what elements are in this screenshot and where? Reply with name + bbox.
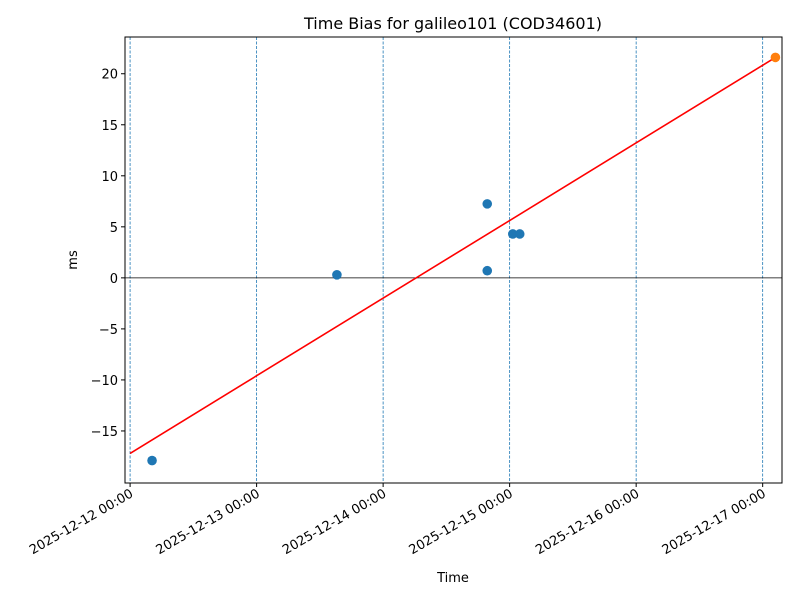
data-point	[482, 199, 493, 209]
x-tick-label: 2025-12-12 00:00	[27, 486, 136, 558]
x-tick-label: 2025-12-15 00:00	[407, 486, 516, 558]
y-tick-label: −5	[99, 323, 118, 338]
axis-ticks: 2025-12-12 00:00 2025-12-13 00:00 2025-12-…	[27, 68, 769, 558]
chart-title: Time Bias for galileo101 (COD34601)	[303, 14, 602, 33]
plot-marks	[129, 52, 781, 466]
y-tick-label: 0	[110, 272, 118, 287]
data-point	[482, 265, 493, 276]
data-point	[508, 229, 518, 239]
x-tick-label: 2025-12-14 00:00	[280, 486, 389, 558]
data-point	[147, 455, 157, 466]
data-point	[332, 269, 342, 280]
x-tick-label: 2025-12-13 00:00	[154, 486, 263, 558]
y-tick-label: −15	[91, 425, 118, 440]
x-axis-label: Time	[436, 571, 469, 586]
y-tick-label: 5	[110, 221, 118, 236]
prediction-point	[770, 52, 781, 63]
x-tick-label: 2025-12-16 00:00	[533, 486, 642, 558]
y-tick-label: 15	[101, 119, 118, 134]
y-axis-label: ms	[66, 250, 81, 270]
grid-lines	[125, 37, 782, 483]
data-point	[514, 229, 525, 239]
y-tick-label: 20	[101, 68, 118, 83]
x-tick-label: 2025-12-17 00:00	[660, 486, 769, 558]
plot-frame	[124, 36, 783, 484]
y-tick-label: 10	[101, 170, 118, 185]
fit-line	[129, 56, 776, 455]
y-tick-label: −10	[91, 374, 118, 389]
